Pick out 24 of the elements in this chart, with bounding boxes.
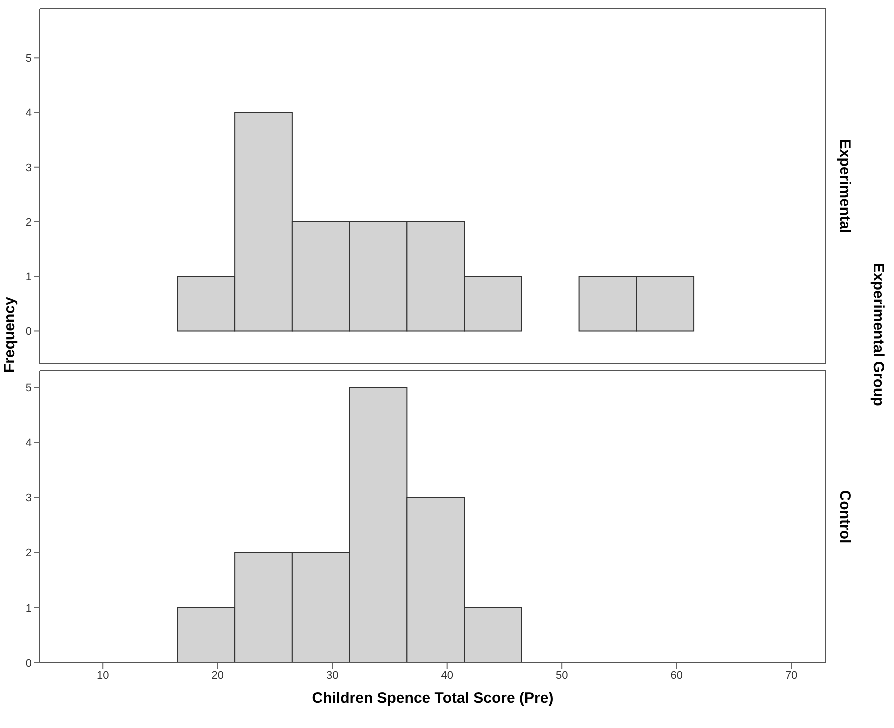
y2-axis-title: Experimental: [836, 139, 854, 234]
y-axis-title: Frequency: [0, 296, 20, 375]
y-tick-label: 0: [26, 326, 32, 338]
y-tick-label: 5: [26, 53, 32, 66]
y-tick-label: 5: [26, 382, 32, 394]
y-tick-label: 4: [26, 438, 32, 450]
y-tick-label: 1: [26, 272, 32, 284]
y2-axis-title: Control: [836, 490, 854, 544]
x-tick-label: 30: [326, 670, 339, 682]
y-tick-label: 2: [26, 216, 32, 229]
x-tick-label: 40: [441, 670, 454, 682]
y-tick-label: 2: [26, 548, 32, 560]
y-tick-label: 0: [26, 658, 32, 670]
x-axis-title: Children Spence Total Score (Pre): [311, 690, 555, 707]
y-tick-label: 3: [26, 492, 32, 505]
y-tick-label: 4: [26, 108, 32, 120]
x-tick-label: 20: [212, 670, 224, 682]
text: Experimental Group: [870, 262, 887, 409]
x-tick-label: 50: [556, 670, 568, 682]
x-tick-label: 60: [670, 670, 683, 682]
y-tick-label: 1: [26, 602, 32, 615]
x-tick-label: 10: [96, 670, 110, 682]
y-tick-label: 3: [26, 162, 32, 174]
x-tick-label: 70: [785, 670, 798, 682]
